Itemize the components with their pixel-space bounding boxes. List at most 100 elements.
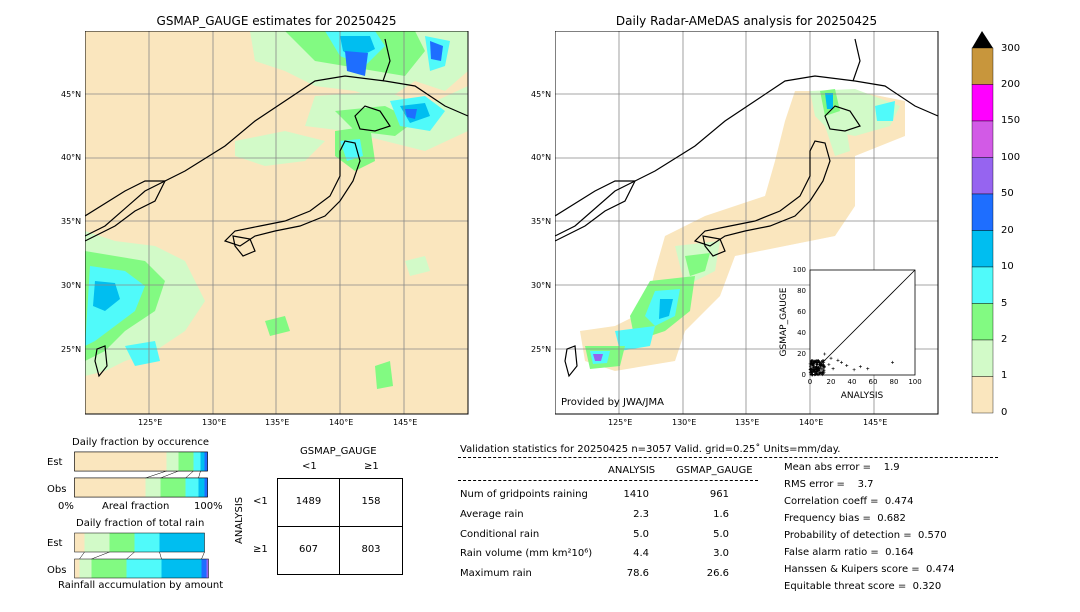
left-map-title: GSMAP_GAUGE estimates for 20250425: [156, 14, 397, 28]
scatter-point: [820, 367, 824, 371]
validation-header: Validation statistics for 20250425 n=305…: [460, 444, 841, 455]
scatter-point: [812, 364, 816, 368]
left-lon-145: 145°E: [393, 418, 418, 427]
validation-row-gsmap: 961: [709, 489, 729, 500]
cbar-label-20: 20: [1001, 225, 1014, 236]
cbar-label-0: 0: [1001, 407, 1008, 418]
validation-col-gsmap: GSMAP_GAUGE: [676, 465, 753, 476]
scatter-point: [852, 368, 856, 372]
validation-row-label: Num of gridpoints raining: [460, 489, 588, 500]
contingency-col-ge1: ≥1: [364, 461, 379, 472]
cbar-label-100: 100: [1001, 152, 1021, 163]
right-map: [555, 31, 939, 415]
right-lat-40: 40°N: [531, 153, 552, 162]
colorbar-block: [971, 193, 994, 231]
scatter-point: [814, 359, 818, 363]
right-lat-35: 35°N: [531, 217, 552, 226]
scatter-inset: 0 20 40 60 80 100 0 20 40 60 80 100 ANAL…: [779, 266, 922, 401]
contingency-cell-fp: 158: [361, 496, 381, 507]
scatter-point: [810, 363, 814, 367]
left-lat-40: 40°N: [61, 153, 82, 162]
colorbar-block: [971, 339, 994, 377]
cbar-label-10: 10: [1001, 261, 1014, 272]
scatter-ytick-20: 20: [797, 350, 806, 358]
colorbar-block: [971, 266, 994, 304]
left-lon-140: 140°E: [329, 418, 354, 427]
fraction-occ-row-obs: Obs: [47, 484, 67, 495]
cbar-label-150: 150: [1001, 115, 1021, 126]
left-lat-25: 25°N: [61, 345, 82, 354]
contingency-table: 1489 158 607 803: [277, 478, 403, 575]
scatter-point: [808, 364, 812, 368]
colorbar-extend-arrow: [972, 31, 993, 48]
cbar-label-300: 300: [1001, 43, 1021, 54]
validation-row-analysis: 1410: [623, 489, 649, 500]
scatter-xtick-80: 80: [890, 378, 899, 386]
score-far: False alarm ratio = 0.164: [784, 547, 914, 558]
scatter-ylabel: GSMAP_GAUGE: [779, 287, 789, 356]
validation-row-analysis: 4.4: [633, 548, 649, 559]
validation-row-label: Conditional rain: [460, 529, 540, 540]
left-lat-45: 45°N: [61, 90, 82, 99]
scatter-point: [817, 367, 821, 371]
cbar-label-200: 200: [1001, 79, 1021, 90]
validation-row-gsmap: 5.0: [713, 529, 729, 540]
score-mae: Mean abs error = 1.9: [784, 462, 900, 473]
validation-row-label: Maximum rain: [460, 568, 532, 579]
cbar-label-50: 50: [1001, 188, 1014, 199]
scatter-point: [809, 367, 813, 371]
contingency-row-ge1: ≥1: [253, 544, 268, 555]
fraction-axis-label: Areal fraction: [102, 501, 170, 512]
scatter-ytick-80: 80: [797, 287, 806, 295]
validation-row-gsmap: 1.6: [713, 509, 729, 520]
validation-row-analysis: 78.6: [626, 568, 649, 579]
colorbar-block: [971, 157, 994, 195]
left-lon-135: 135°E: [265, 418, 290, 427]
right-map-title: Daily Radar-AMeDAS analysis for 20250425: [615, 14, 878, 28]
scatter-point: [858, 365, 862, 369]
left-rain-areas: [85, 31, 468, 389]
cbar-label-1: 1: [1001, 370, 1008, 381]
scatter-xlabel: ANALYSIS: [841, 391, 884, 401]
validation-col-analysis: ANALYSIS: [608, 465, 656, 476]
right-lon-135: 135°E: [735, 418, 760, 427]
scatter-point: [815, 363, 819, 367]
score-rms: RMS error = 3.7: [784, 479, 874, 490]
contingency-cell-tn: 1489: [295, 496, 322, 507]
validation-row-label: Rain volume (mm km²10⁶): [460, 548, 593, 559]
scatter-point: [829, 356, 833, 360]
scatter-point: [866, 367, 870, 371]
scatter-point: [817, 359, 821, 363]
fraction-rain-row-est: Est: [47, 538, 63, 549]
right-coastlines: [555, 38, 939, 378]
left-lat-35: 35°N: [61, 217, 82, 226]
contingency-row-axis: ANALYSIS: [234, 496, 245, 544]
contingency-col-lt1: <1: [302, 461, 317, 472]
scatter-xtick-0: 0: [808, 378, 812, 386]
scatter-point: [816, 369, 820, 373]
colorbar-block: [971, 376, 994, 414]
scatter-point: [820, 363, 824, 367]
score-frequency-bias: Frequency bias = 0.682: [784, 513, 906, 524]
scatter-point: [813, 371, 817, 375]
scatter-point: [823, 352, 827, 356]
score-correlation: Correlation coeff = 0.474: [784, 496, 914, 507]
scatter-xtick-100: 100: [908, 378, 921, 386]
contingency-cell-fn: 607: [298, 544, 319, 555]
right-lon-130: 130°E: [672, 418, 697, 427]
validation-row-label: Average rain: [460, 509, 524, 520]
colorbar-block: [971, 84, 994, 122]
right-lat-30: 30°N: [531, 281, 552, 290]
right-rain-areas: [580, 89, 905, 371]
contingency-cell-tp: 803: [361, 544, 381, 555]
scatter-point: [891, 360, 895, 364]
validation-divider: [458, 457, 998, 458]
validation-row-gsmap: 26.6: [706, 568, 729, 579]
fraction-occurrence-bars: [74, 451, 208, 498]
score-ets: Equitable threat score = 0.320: [784, 581, 942, 592]
right-lon-145: 145°E: [863, 418, 888, 427]
scatter-point: [815, 365, 819, 369]
contingency-header: GSMAP_GAUGE: [300, 446, 377, 457]
scatter-point: [815, 362, 819, 366]
right-lat-45: 45°N: [531, 90, 552, 99]
